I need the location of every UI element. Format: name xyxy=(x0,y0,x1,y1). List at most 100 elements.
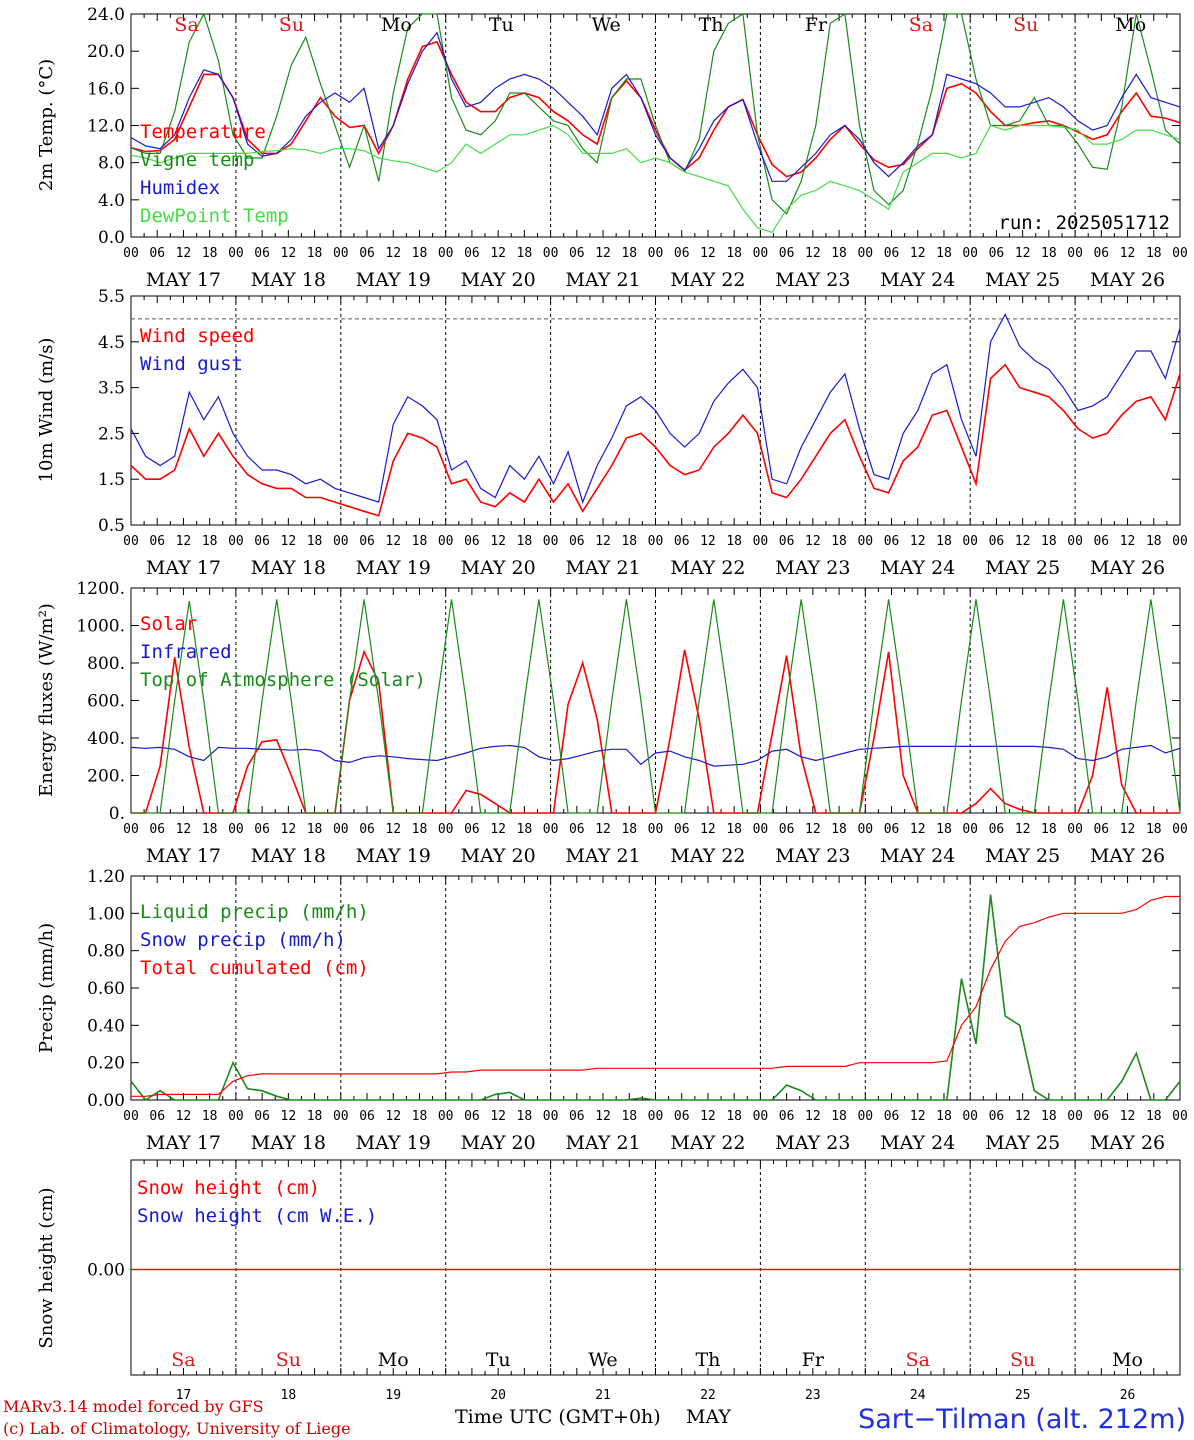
day-number: 17 xyxy=(176,1388,192,1403)
lab-credit: (c) Lab. of Climatology, University of L… xyxy=(3,1419,351,1438)
legend-entry: Humidex xyxy=(140,177,220,199)
date-label: MAY 21 xyxy=(565,845,640,867)
y-axis-label: 10m Wind (m/s) xyxy=(36,338,57,483)
hour-tick-label: 12 xyxy=(490,1109,506,1124)
hour-tick-label: 12 xyxy=(1015,534,1031,549)
hour-tick-label: 06 xyxy=(359,822,375,837)
hour-tick-label: 06 xyxy=(674,1109,690,1124)
hour-tick-label: 12 xyxy=(910,246,926,261)
hour-tick-label: 06 xyxy=(779,534,795,549)
hour-tick-label: 12 xyxy=(595,534,611,549)
hour-tick-label: 12 xyxy=(1120,822,1136,837)
legend-entry: Snow precip (mm/h) xyxy=(140,929,346,951)
footer: MARv3.14 model forced by GFS (c) Lab. of … xyxy=(3,1397,1186,1438)
hour-tick-label: 00 xyxy=(228,822,244,837)
model-credit: MARv3.14 model forced by GFS xyxy=(3,1397,264,1416)
date-label: MAY 18 xyxy=(251,557,326,579)
weekday-label: Su xyxy=(1013,14,1038,36)
hour-tick-label: 00 xyxy=(648,534,664,549)
series-line-liquid-precip-mm-h xyxy=(130,894,1181,1102)
date-label: MAY 21 xyxy=(565,269,640,291)
y-tick-label: 3.5 xyxy=(98,379,125,399)
y-tick-label: 1.5 xyxy=(98,470,125,490)
hour-tick-label: 18 xyxy=(726,246,742,261)
hour-tick-label: 12 xyxy=(1120,1109,1136,1124)
y-tick-label: 12.0 xyxy=(87,117,125,137)
hour-tick-label: 18 xyxy=(726,1109,742,1124)
hour-tick-label: 00 xyxy=(753,534,769,549)
hour-tick-label: 18 xyxy=(726,822,742,837)
hour-tick-label: 00 xyxy=(962,246,978,261)
weekday-label: Sa xyxy=(909,14,933,36)
hour-tick-label: 18 xyxy=(936,246,952,261)
date-label: MAY 23 xyxy=(775,845,850,867)
hour-tick-label: 00 xyxy=(753,246,769,261)
y-tick-label: 1000. xyxy=(76,617,125,637)
date-label: MAY 19 xyxy=(356,1132,431,1154)
hour-tick-label: 06 xyxy=(149,822,165,837)
hour-tick-label: 00 xyxy=(1172,822,1188,837)
hour-tick-label: 06 xyxy=(569,1109,585,1124)
legend-entry: Total cumulated (cm) xyxy=(140,957,369,979)
weekday-label: Mo xyxy=(1115,14,1146,36)
hour-tick-label: 06 xyxy=(254,246,270,261)
hour-tick-label: 06 xyxy=(569,246,585,261)
weekday-label: Fr xyxy=(805,14,828,36)
hour-tick-label: 06 xyxy=(674,822,690,837)
y-tick-label: 0.80 xyxy=(87,942,125,962)
weekday-label: We xyxy=(588,1349,617,1371)
date-label: MAY 20 xyxy=(461,557,536,579)
hour-tick-label: 06 xyxy=(1093,1109,1109,1124)
x-axis-month: MAY xyxy=(686,1406,731,1428)
hour-tick-label: 00 xyxy=(228,1109,244,1124)
date-label: MAY 25 xyxy=(985,845,1060,867)
hour-tick-label: 12 xyxy=(910,822,926,837)
hour-tick-label: 12 xyxy=(176,1109,192,1124)
hour-tick-label: 12 xyxy=(1015,822,1031,837)
y-tick-label: 800. xyxy=(87,654,125,674)
hour-tick-label: 00 xyxy=(1172,246,1188,261)
hour-tick-label: 18 xyxy=(831,534,847,549)
hour-tick-label: 00 xyxy=(438,1109,454,1124)
hour-tick-label: 06 xyxy=(989,246,1005,261)
weekday-label: Tu xyxy=(486,1349,511,1371)
hour-tick-label: 18 xyxy=(1041,246,1057,261)
hour-tick-label: 18 xyxy=(202,246,218,261)
legend-entry: Wind speed xyxy=(140,325,254,347)
hour-tick-label: 12 xyxy=(490,822,506,837)
hour-tick-label: 00 xyxy=(857,246,873,261)
legend-entry: Snow height (cm) xyxy=(137,1177,320,1199)
hour-tick-label: 00 xyxy=(962,534,978,549)
station-name: Sart−Tilman (alt. 212m) xyxy=(858,1404,1186,1435)
hour-tick-label: 12 xyxy=(805,822,821,837)
y-tick-label: 1200. xyxy=(76,579,125,599)
hour-tick-label: 00 xyxy=(543,1109,559,1124)
hour-tick-label: 12 xyxy=(1120,246,1136,261)
panel-1: 0.0 4.0 8.0 12.0 16.0 20.0 24.0 2m Temp. (°C) Te… xyxy=(36,5,1188,291)
y-tick-label: 0.60 xyxy=(87,979,125,999)
y-tick-label: 2.5 xyxy=(98,424,125,444)
date-label: MAY 26 xyxy=(1090,557,1165,579)
y-tick-label: 24.0 xyxy=(87,5,125,25)
hour-tick-label: 06 xyxy=(149,1109,165,1124)
hour-tick-label: 12 xyxy=(910,1109,926,1124)
panel-4: 0.00 0.20 0.40 0.60 0.80 1.00 1.20 Precip (mm/h… xyxy=(36,867,1188,1154)
y-tick-label: 0. xyxy=(109,804,125,824)
date-label: MAY 22 xyxy=(670,557,745,579)
series-line-vigne-temp xyxy=(130,12,1181,215)
hour-tick-label: 06 xyxy=(359,534,375,549)
hour-tick-label: 12 xyxy=(805,534,821,549)
hour-tick-label: 18 xyxy=(202,822,218,837)
hour-tick-label: 12 xyxy=(281,534,297,549)
date-label: MAY 25 xyxy=(985,1132,1060,1154)
day-number: 18 xyxy=(281,1388,297,1403)
hour-tick-label: 00 xyxy=(857,1109,873,1124)
panel-3: 0. 200. 400. 600. 800. 1000. 1200. Energy fluxe… xyxy=(36,579,1188,867)
date-label: MAY 22 xyxy=(670,845,745,867)
hour-tick-label: 06 xyxy=(779,246,795,261)
hour-tick-label: 06 xyxy=(254,534,270,549)
hour-tick-label: 18 xyxy=(412,246,428,261)
legend-entry: Top of Atmosphere (Solar) xyxy=(140,669,426,691)
hour-tick-label: 06 xyxy=(464,1109,480,1124)
y-axis-label: Precip (mm/h) xyxy=(36,923,57,1053)
